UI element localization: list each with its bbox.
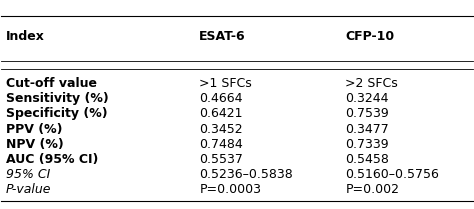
Text: P-value: P-value	[6, 183, 52, 196]
Text: 95% CI: 95% CI	[6, 168, 50, 181]
Text: 0.5236–0.5838: 0.5236–0.5838	[199, 168, 293, 181]
Text: 0.3477: 0.3477	[346, 122, 389, 136]
Text: Cut-off value: Cut-off value	[6, 77, 97, 90]
Text: NPV (%): NPV (%)	[6, 138, 64, 151]
Text: Index: Index	[6, 30, 45, 43]
Text: >2 SFCs: >2 SFCs	[346, 77, 398, 90]
Text: P=0.002: P=0.002	[346, 183, 400, 196]
Text: 0.7339: 0.7339	[346, 138, 389, 151]
Text: 0.7539: 0.7539	[346, 107, 389, 120]
Text: 0.6421: 0.6421	[199, 107, 243, 120]
Text: AUC (95% CI): AUC (95% CI)	[6, 153, 99, 166]
Text: 0.3452: 0.3452	[199, 122, 243, 136]
Text: 0.5160–0.5756: 0.5160–0.5756	[346, 168, 439, 181]
Text: 0.7484: 0.7484	[199, 138, 243, 151]
Text: 0.3244: 0.3244	[346, 92, 389, 105]
Text: Sensitivity (%): Sensitivity (%)	[6, 92, 109, 105]
Text: PPV (%): PPV (%)	[6, 122, 63, 136]
Text: 0.5458: 0.5458	[346, 153, 389, 166]
Text: P=0.0003: P=0.0003	[199, 183, 261, 196]
Text: ESAT-6: ESAT-6	[199, 30, 246, 43]
Text: 0.4664: 0.4664	[199, 92, 243, 105]
Text: >1 SFCs: >1 SFCs	[199, 77, 252, 90]
Text: 0.5537: 0.5537	[199, 153, 243, 166]
Text: Specificity (%): Specificity (%)	[6, 107, 108, 120]
Text: CFP-10: CFP-10	[346, 30, 394, 43]
